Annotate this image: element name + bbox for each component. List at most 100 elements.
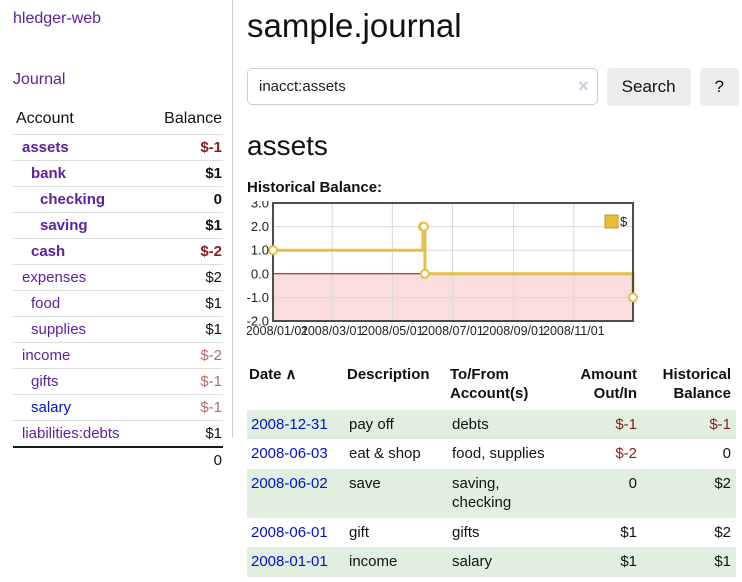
description-cell: eat & shop bbox=[349, 445, 421, 462]
transaction-row: 2008-06-02 save saving, checking 0 $2 bbox=[247, 468, 736, 518]
app-brand-link[interactable]: hledger-web bbox=[13, 10, 102, 27]
svg-text:1.0: 1.0 bbox=[251, 243, 269, 258]
search-button[interactable]: Search bbox=[606, 68, 691, 106]
accounts-table: Account Balance assets $-1 bank $1 checking 0… bbox=[13, 107, 223, 473]
svg-text:2.0: 2.0 bbox=[251, 219, 269, 234]
balance-cell: $-1 bbox=[642, 409, 736, 439]
amount-cell: $1 bbox=[620, 523, 637, 541]
account-link-bank[interactable]: bank bbox=[31, 165, 67, 182]
transaction-date-link[interactable]: 2008-06-01 bbox=[251, 523, 328, 541]
help-button[interactable]: ? bbox=[699, 68, 739, 106]
account-balance: $1 bbox=[145, 290, 223, 317]
balance-chart-svg: $3.0 2.0 1.0 0.0 -1.0 -2.02008/01/012008/03/0… bbox=[246, 196, 638, 338]
balance-cell: $2 bbox=[714, 523, 731, 541]
account-balance: $1 bbox=[205, 425, 222, 442]
account-balance: $-2 bbox=[145, 238, 223, 265]
amount-cell: $-2 bbox=[615, 445, 637, 462]
account-link-supplies[interactable]: supplies bbox=[31, 321, 87, 338]
description-cell: income bbox=[345, 547, 448, 577]
legend-swatch bbox=[604, 214, 619, 229]
account-link-assets[interactable]: assets bbox=[22, 139, 69, 156]
account-balance: $-2 bbox=[145, 342, 223, 369]
search-input-wrap: × bbox=[247, 68, 598, 106]
account-row: gifts $-1 bbox=[13, 368, 223, 395]
account-link-expenses[interactable]: expenses bbox=[22, 269, 87, 286]
svg-text:-1.0: -1.0 bbox=[247, 290, 269, 305]
accounts-cell: salary bbox=[448, 547, 560, 577]
description-cell: save bbox=[345, 468, 448, 518]
search-bar: × Search ? bbox=[247, 68, 739, 106]
accounts-col-balance: Balance bbox=[145, 107, 223, 135]
historical-balance-chart: $3.0 2.0 1.0 0.0 -1.0 -2.0 2008/01/01 2008/03/0… bbox=[246, 196, 739, 348]
date-cell: 2008-12-31 bbox=[247, 409, 345, 439]
accounts-cell: gifts bbox=[452, 523, 480, 541]
account-link-saving[interactable]: saving bbox=[40, 217, 88, 234]
balance-cell: 0 bbox=[722, 445, 731, 462]
clear-search-icon[interactable]: × bbox=[578, 76, 589, 96]
account-link-gifts[interactable]: gifts bbox=[31, 373, 59, 390]
transaction-row: 2008-01-01 income salary $1 $1 bbox=[247, 547, 736, 577]
svg-text:2008/11/01: 2008/11/01 bbox=[543, 324, 605, 338]
account-balance: $1 bbox=[145, 212, 223, 239]
search-input[interactable] bbox=[247, 68, 598, 105]
transaction-date-link[interactable]: 2008-06-02 bbox=[251, 474, 328, 492]
account-balance: 0 bbox=[145, 186, 223, 213]
accounts-col-account: Account bbox=[13, 107, 146, 135]
account-title: assets bbox=[247, 130, 328, 161]
col-header-amount: Amount Out/In bbox=[580, 366, 637, 402]
sort-ascending-icon: ∧ bbox=[285, 366, 297, 383]
account-row: salary $-1 bbox=[13, 394, 223, 421]
balance-cell: $2 bbox=[642, 468, 736, 518]
account-balance: $1 bbox=[145, 160, 223, 187]
col-header-date[interactable]: Date ∧ bbox=[247, 362, 345, 410]
account-link-salary[interactable]: salary bbox=[31, 399, 72, 416]
account-row: supplies $1 bbox=[13, 316, 223, 343]
description-cell: pay off bbox=[345, 409, 448, 439]
svg-text:3.0: 3.0 bbox=[251, 201, 269, 211]
account-balance: $-1 bbox=[145, 134, 223, 161]
account-link-cash[interactable]: cash bbox=[31, 243, 66, 260]
legend-label: $ bbox=[620, 214, 628, 229]
amount-cell: $-1 bbox=[560, 409, 642, 439]
account-row: cash $-2 bbox=[13, 238, 223, 265]
transaction-date-link[interactable]: 2008-06-03 bbox=[251, 445, 328, 462]
chart-label: Historical Balance: bbox=[247, 179, 383, 196]
account-row: checking 0 bbox=[13, 186, 223, 213]
col-header-accounts: To/From Account(s) bbox=[450, 366, 529, 402]
account-link-food[interactable]: food bbox=[31, 295, 61, 312]
account-row: expenses $2 bbox=[13, 264, 223, 291]
sidebar: hledger-web Journal Account Balance asse… bbox=[0, 0, 233, 473]
account-link-income[interactable]: income bbox=[22, 347, 71, 364]
svg-text:0.0: 0.0 bbox=[251, 266, 269, 281]
sidebar-item-journal[interactable]: Journal bbox=[13, 71, 66, 88]
transaction-row: 2008-06-03 eat & shop food, supplies $-2 0 bbox=[247, 439, 736, 469]
register-table: Date ∧ Description To/From Account(s) Amo… bbox=[247, 362, 736, 577]
svg-text:2008/07/01: 2008/07/01 bbox=[421, 324, 484, 338]
accounts-total-row: 0 bbox=[13, 446, 223, 473]
account-row: food $1 bbox=[13, 290, 223, 317]
account-row: liabilities:debts $1 bbox=[13, 421, 223, 448]
transaction-row: 2008-12-31 pay off debts $-1 $-1 bbox=[247, 409, 736, 439]
main-panel: sample.journal × Search ? assets Histori… bbox=[246, 0, 739, 577]
account-row: assets $-1 bbox=[13, 134, 223, 161]
accounts-total-value: 0 bbox=[13, 446, 223, 473]
accounts-header-row: Account Balance bbox=[13, 107, 223, 135]
account-row: bank $1 bbox=[13, 160, 223, 187]
transaction-date-link[interactable]: 2008-01-01 bbox=[251, 553, 328, 570]
svg-text:2008/03/01: 2008/03/01 bbox=[301, 324, 364, 338]
description-cell: gift bbox=[349, 523, 370, 541]
amount-cell: 0 bbox=[560, 468, 642, 518]
svg-text:2008/09/01: 2008/09/01 bbox=[482, 324, 545, 338]
date-cell: 2008-06-02 bbox=[247, 468, 345, 518]
account-link-checking[interactable]: checking bbox=[40, 191, 106, 208]
balance-cell: $1 bbox=[642, 547, 736, 577]
transaction-date-link[interactable]: 2008-12-31 bbox=[251, 415, 328, 433]
date-cell: 2008-06-01 bbox=[247, 518, 345, 548]
svg-text:2008/01/01: 2008/01/01 bbox=[247, 324, 308, 338]
register-header-row: Date ∧ Description To/From Account(s) Amo… bbox=[247, 362, 736, 410]
col-header-balance: Historical Balance bbox=[662, 366, 731, 402]
account-row: income $-2 bbox=[13, 342, 223, 369]
transaction-row: 2008-06-01 gift gifts $1 $2 bbox=[247, 518, 736, 548]
date-header-label: Date bbox=[249, 366, 282, 383]
account-link-liabilities-debts[interactable]: liabilities:debts bbox=[22, 425, 120, 442]
